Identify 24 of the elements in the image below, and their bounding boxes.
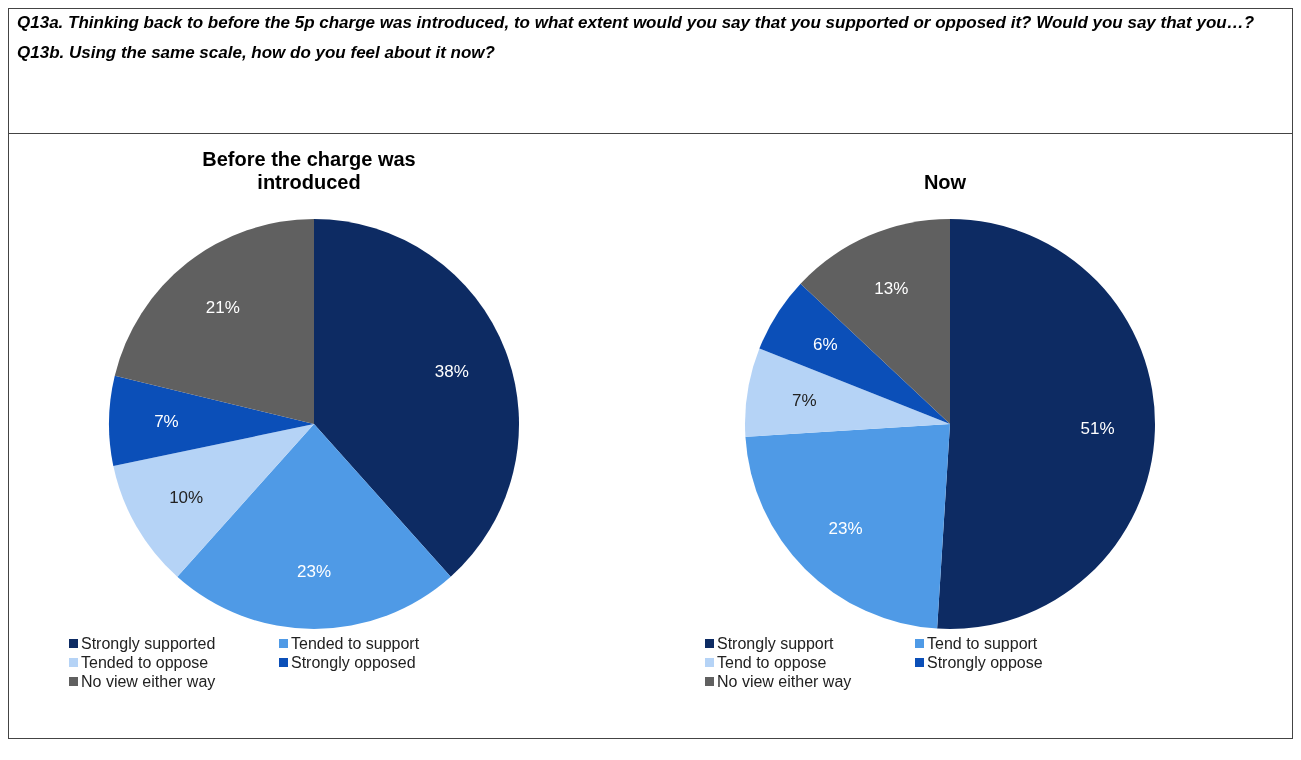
text: Q13a. Thinking back to before the 5p charge was introduced, to what extent would you say that you supported or opposed it? Would you say that you…? [17, 13, 1256, 33]
data-label: 10% [169, 488, 204, 508]
data-label: 38% [434, 361, 469, 381]
chart-title: Now [922, 171, 968, 194]
legend-label: Strongly support [717, 634, 834, 653]
legend-label: Strongly oppose [927, 653, 1043, 672]
data-label: 23% [296, 562, 332, 582]
legend-label: Tend to support [927, 634, 1038, 653]
legend-label: Tend to oppose [717, 653, 827, 672]
legend-label: Strongly opposed [291, 653, 416, 672]
data-label: 51% [1080, 419, 1115, 439]
data-label: 13% [874, 279, 909, 299]
data-label: 7% [791, 391, 817, 411]
legend-label: No view either way [717, 672, 852, 691]
legend-label: No view either way [81, 672, 216, 691]
data-label: 6% [813, 335, 838, 355]
data-label: 7% [154, 412, 179, 432]
text: Q13b. Using the same scale, how do you feel about it now? [17, 43, 496, 63]
legend-label: Strongly supported [81, 634, 216, 653]
legend-label: Tended to oppose [81, 653, 209, 672]
legend-label: Tended to support [291, 634, 420, 653]
data-label: 23% [828, 518, 863, 538]
chart-title: Before the charge was introduced [201, 148, 417, 194]
data-label: 21% [205, 298, 240, 318]
